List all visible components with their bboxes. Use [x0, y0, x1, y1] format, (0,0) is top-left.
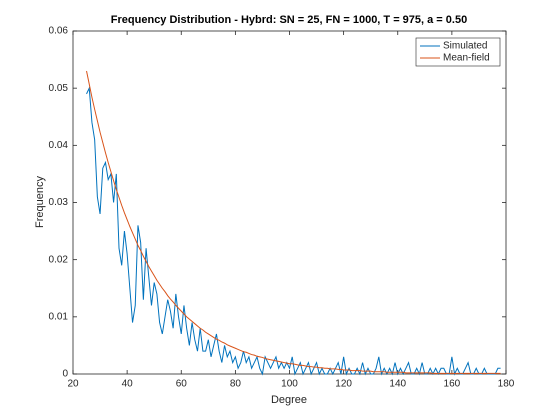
chart-title: Frequency Distribution - Hybrd: SN = 25,… — [111, 14, 467, 26]
x-tick-label: 140 — [389, 379, 406, 390]
y-tick-label: 0.03 — [49, 197, 69, 208]
x-tick-label: 160 — [444, 379, 461, 390]
legend-label: Mean-field — [443, 53, 490, 64]
plot-area — [72, 30, 507, 375]
x-tick-label: 100 — [281, 379, 298, 390]
x-tick-label: 40 — [122, 379, 134, 390]
data-line — [86, 86, 501, 376]
legend-label: Simulated — [443, 41, 487, 52]
x-tick-label: 20 — [67, 379, 79, 390]
y-tick-label: 0 — [62, 369, 68, 380]
y-tick-label: 0.04 — [49, 140, 69, 151]
x-tick-label: 120 — [335, 379, 352, 390]
x-tick-label: 60 — [176, 379, 188, 390]
x-tick-label: 180 — [498, 379, 515, 390]
y-tick-label: 0.02 — [49, 254, 69, 265]
y-tick-label: 0.01 — [49, 311, 69, 322]
x-tick-label: 80 — [230, 379, 242, 390]
data-line — [86, 70, 501, 374]
y-tick-label: 0.06 — [49, 26, 69, 37]
legend-box — [415, 37, 501, 67]
y-tick-label: 0.05 — [49, 83, 69, 94]
x-axis-label: Degree — [271, 394, 307, 406]
y-axis-label: Frequency — [34, 176, 46, 228]
